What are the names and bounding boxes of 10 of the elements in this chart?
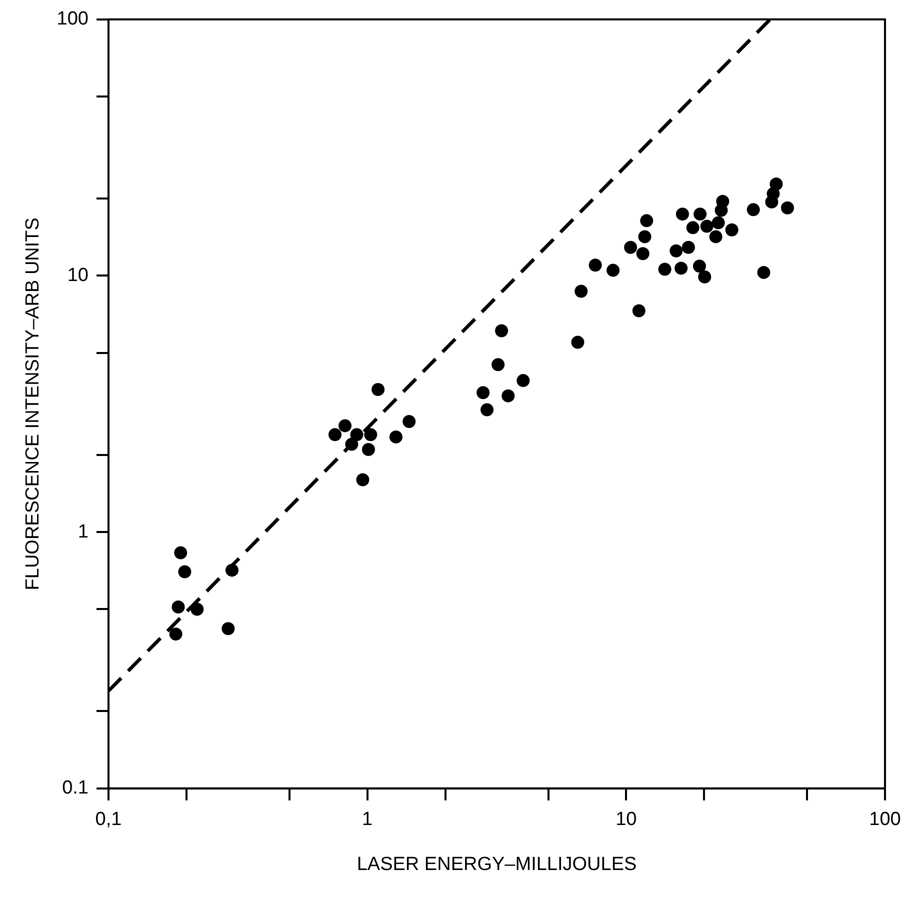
y-axis-title: FLUORESCENCE INTENSITY–ARB UNITS bbox=[22, 218, 44, 590]
y-tick-label: 1 bbox=[78, 521, 88, 542]
x-tick-label: 10 bbox=[616, 809, 637, 830]
y-tick-label: 0.1 bbox=[62, 778, 88, 799]
x-tick-label: 1 bbox=[362, 809, 373, 830]
x-tick-label: 100 bbox=[869, 809, 901, 830]
y-tick-label: 100 bbox=[56, 8, 88, 30]
x-axis-title: LASER ENERGY–MILLIJOULES bbox=[356, 854, 637, 875]
y-tick-label: 10 bbox=[67, 264, 88, 286]
x-tick-label: 0,1 bbox=[95, 809, 122, 830]
